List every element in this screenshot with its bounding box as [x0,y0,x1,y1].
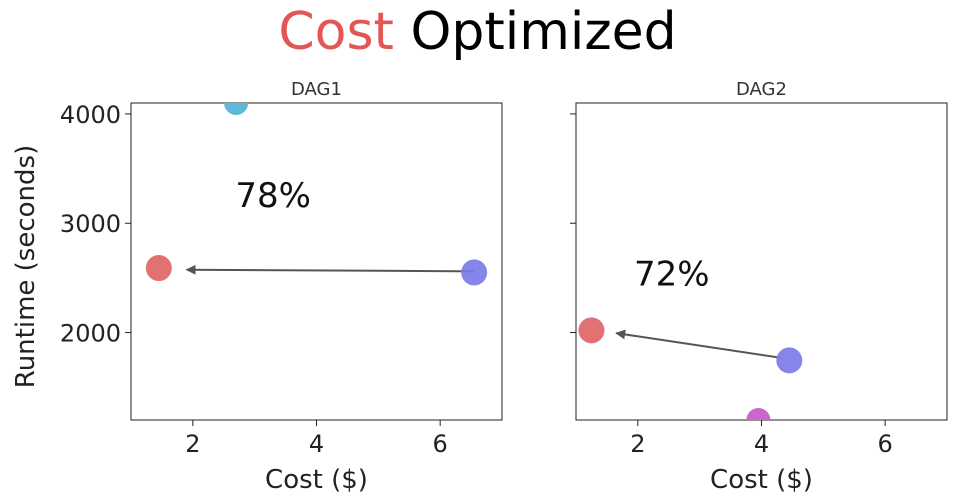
data-point [578,317,605,344]
x-axis-label-1: Cost ($) [265,465,368,495]
x-tick-label: 2 [630,430,645,458]
x-axis-label-2: Cost ($) [710,465,813,495]
data-point [145,255,172,282]
data-point [776,347,803,374]
x-tick-label: 4 [309,430,324,458]
partial-point [224,103,249,115]
x-tick-label: 4 [754,430,769,458]
annotation-label-2: 72% [634,255,710,295]
panel-title-1: DAG1 [291,79,342,100]
y-tick-label: 2000 [60,320,121,348]
x-tick-label: 6 [878,430,893,458]
x-tick-label: 2 [185,430,200,458]
improvement-arrow-1 [185,264,475,275]
title-accent: Cost [278,2,394,62]
y-axis-label: Runtime (seconds) [11,145,41,388]
annotation-label-1: 78% [235,176,311,216]
title-rest: Optimized [410,2,677,62]
improvement-arrow-2 [615,329,781,359]
panel-title-2: DAG2 [736,79,787,100]
plot-frame-2 [575,102,948,421]
y-tick-label: 3000 [60,210,121,238]
y-tick-label: 4000 [60,101,121,129]
partial-point [746,408,771,420]
x-tick-label: 6 [433,430,448,458]
figure-title: Cost Optimized [0,0,955,64]
data-point [461,259,488,286]
plot-frame-1 [130,102,503,421]
